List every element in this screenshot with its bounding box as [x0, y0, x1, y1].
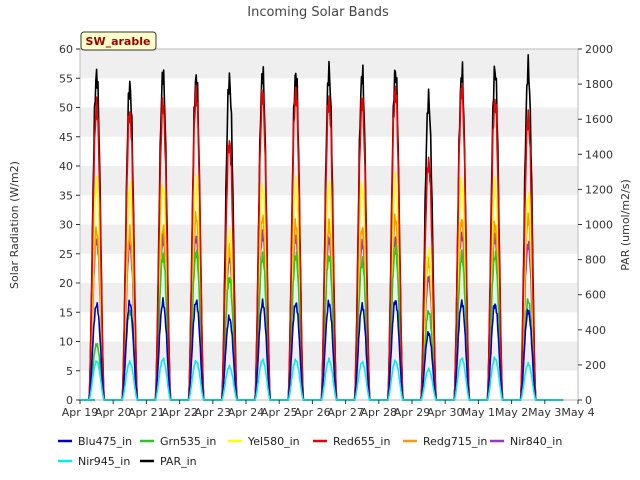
- legend-label: Grn535_in: [160, 435, 216, 448]
- left-y-axis: 0 5 10 15 20 25 30 35 40 45 50 55 60: [59, 43, 80, 407]
- legend-item-red655-in: Red655_in: [313, 435, 390, 448]
- annotation-label: SW_arable: [86, 35, 151, 48]
- x-tick-label: May 3: [528, 406, 561, 419]
- y2-tick-label: 600: [585, 289, 606, 302]
- y2-tick-label: 1600: [585, 113, 613, 126]
- legend-item-nir840-in: Nir840_in: [490, 435, 562, 448]
- x-tick-label: Apr 20: [95, 406, 132, 419]
- legend-label: Yel580_in: [247, 435, 300, 448]
- x-tick-label: Apr 29: [394, 406, 431, 419]
- y2-tick-label: 1800: [585, 78, 613, 91]
- y-tick-label: 35: [59, 189, 73, 202]
- y-tick-label: 40: [59, 160, 73, 173]
- legend: Blu475_in Grn535_in Yel580_in Red655_in Redg…: [58, 435, 562, 468]
- legend-item-grn535-in: Grn535_in: [140, 435, 216, 448]
- legend-label: Nir840_in: [510, 435, 562, 448]
- y-tick-label: 25: [59, 248, 73, 261]
- x-tick-label: Apr 30: [427, 406, 464, 419]
- y2-tick-label: 1000: [585, 219, 613, 232]
- annotation-box: SW_arable: [80, 31, 157, 51]
- y-tick-label: 0: [66, 394, 73, 407]
- legend-label: PAR_in: [160, 455, 197, 468]
- legend-item-redg715-in: Redg715_in: [403, 435, 487, 448]
- y2-tick-label: 400: [585, 324, 606, 337]
- x-tick-label: Apr 22: [161, 406, 198, 419]
- y-tick-label: 30: [59, 219, 73, 232]
- y2-axis-label: PAR (umol/m2/s): [619, 179, 632, 271]
- grid-band: [80, 341, 578, 371]
- y2-tick-label: 1400: [585, 148, 613, 161]
- legend-item-nir945-in: Nir945_in: [58, 455, 130, 468]
- x-tick-label: May 4: [561, 406, 594, 419]
- y-tick-label: 55: [59, 72, 73, 85]
- y-tick-label: 5: [66, 365, 73, 378]
- x-tick-label: May 2: [495, 406, 528, 419]
- x-tick-label: Apr 24: [228, 406, 265, 419]
- right-y-axis: 0 200 400 600 800 1000 1200 1400 1600 1800 2000: [578, 43, 613, 407]
- y2-tick-label: 200: [585, 359, 606, 372]
- x-tick-label: Apr 25: [261, 406, 298, 419]
- y-tick-label: 15: [59, 306, 73, 319]
- grid-band: [80, 283, 578, 313]
- y2-tick-label: 2000: [585, 43, 613, 56]
- y-tick-label: 10: [59, 336, 73, 349]
- x-tick-label: Apr 23: [195, 406, 232, 419]
- y2-tick-label: 1200: [585, 183, 613, 196]
- legend-item-blu475-in: Blu475_in: [58, 435, 132, 448]
- chart-title: Incoming Solar Bands: [247, 5, 389, 20]
- y-axis-label: Solar Radiation (W/m2): [8, 161, 21, 289]
- x-tick-label: Apr 28: [361, 406, 398, 419]
- x-tick-label: Apr 21: [128, 406, 165, 419]
- y-tick-label: 20: [59, 277, 73, 290]
- legend-label: Nir945_in: [78, 455, 130, 468]
- legend-label: Redg715_in: [423, 435, 487, 448]
- y2-tick-label: 800: [585, 254, 606, 267]
- x-tick-label: Apr 19: [62, 406, 99, 419]
- legend-item-par-in: PAR_in: [140, 455, 197, 468]
- x-tick-label: Apr 27: [327, 406, 364, 419]
- legend-label: Blu475_in: [78, 435, 132, 448]
- x-tick-label: Apr 26: [294, 406, 331, 419]
- y2-tick-label: 0: [585, 394, 592, 407]
- y-tick-label: 45: [59, 131, 73, 144]
- y-tick-label: 50: [59, 102, 73, 115]
- legend-item-yel580-in: Yel580_in: [228, 435, 300, 448]
- x-tick-label: May 1: [462, 406, 495, 419]
- y-tick-label: 60: [59, 43, 73, 56]
- legend-label: Red655_in: [333, 435, 390, 448]
